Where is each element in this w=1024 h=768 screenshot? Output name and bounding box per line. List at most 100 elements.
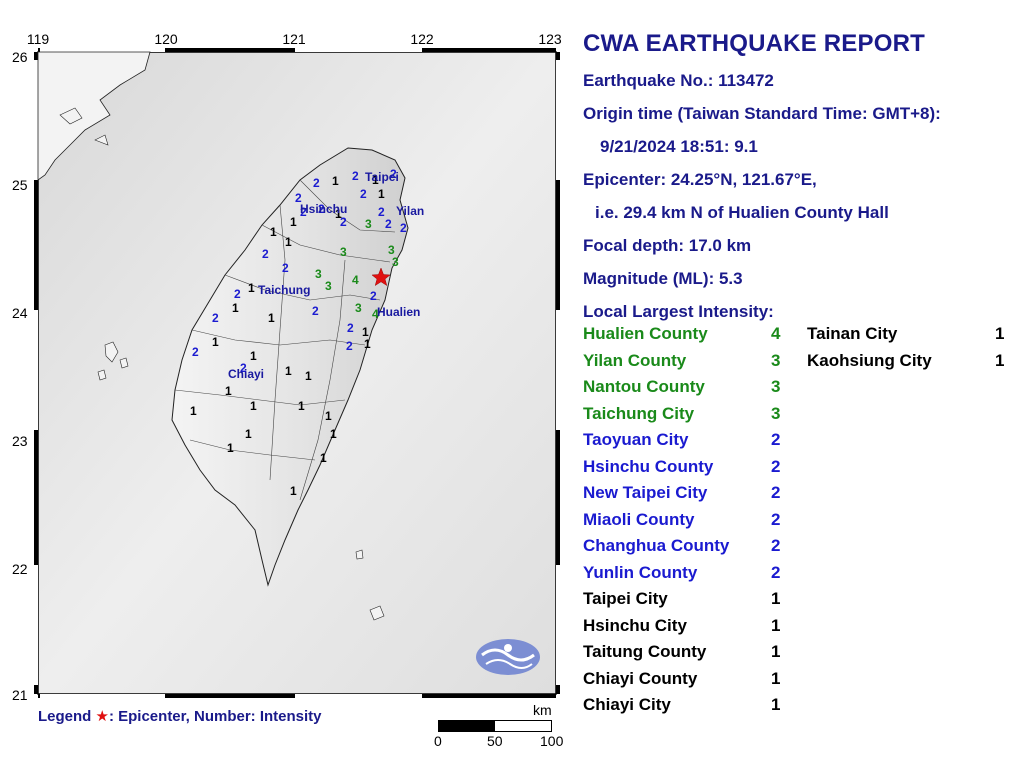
intensity-mark: 1: [227, 441, 234, 455]
report-panel: CWA EARTHQUAKE REPORT Earthquake No.: 11…: [583, 30, 1013, 328]
intensity-mark: 2: [312, 304, 319, 318]
intensity-value: 2: [771, 430, 781, 449]
scale-label-100: 100: [540, 733, 564, 749]
intensity-mark: 2: [385, 217, 392, 231]
intensity-mark: 4: [352, 273, 359, 287]
intensity-mark: 1: [290, 215, 297, 229]
region-name: Hsinchu City: [583, 615, 687, 635]
intensity-value: 2: [771, 483, 781, 502]
region-name: Chiayi County: [583, 668, 698, 688]
intensity-mark: 1: [330, 427, 337, 441]
region-name: New Taipei City: [583, 483, 708, 502]
city-label-hualien: Hualien: [377, 305, 420, 319]
intensity-mark: 1: [268, 311, 275, 325]
intensity-mark: 1: [248, 281, 255, 295]
intensity-mark: 1: [364, 337, 371, 351]
region-name: Yunlin County: [583, 562, 698, 582]
intensity-mark: 1: [285, 235, 292, 249]
intensity-value: 1: [771, 615, 781, 635]
intensity-mark: 1: [335, 207, 342, 221]
scale-label-0: 0: [434, 733, 442, 749]
intensity-mark: 1: [298, 399, 305, 413]
svg-text:24: 24: [12, 305, 28, 321]
intensity-mark: 1: [325, 409, 332, 423]
svg-text:120: 120: [154, 31, 178, 47]
intensity-mark: 2: [192, 345, 199, 359]
intensity-mark: 1: [250, 399, 257, 413]
intensity-value: 3: [771, 403, 781, 423]
intensity-header: Local Largest Intensity:: [583, 302, 774, 321]
latitude-axis: 26 25 24 23 22 21: [12, 49, 28, 700]
intensity-mark: 2: [212, 311, 219, 325]
intensity-value: 3: [771, 350, 781, 370]
legend-text: : Epicenter, Number: Intensity: [108, 708, 322, 725]
intensity-mark: 2: [234, 287, 241, 301]
intensity-mark: 1: [250, 349, 257, 363]
svg-text:123: 123: [538, 31, 562, 47]
intensity-mark: 1: [190, 404, 197, 418]
intensity-mark: 1: [232, 301, 239, 315]
city-label-chiayi: Chiayi: [228, 367, 264, 381]
epicenter-star-icon: [371, 267, 391, 287]
intensity-mark: 1: [332, 174, 339, 188]
intensity-mark: 3: [325, 279, 332, 293]
epicenter-coords: Epicenter: 24.25°N, 121.67°E,: [583, 170, 817, 189]
city-label-yilan: Yilan: [396, 204, 424, 218]
svg-text:119: 119: [27, 31, 50, 47]
city-label-taipei: Taipei: [365, 170, 399, 184]
city-label-taichung: Taichung: [258, 283, 310, 297]
earthquake-number: Earthquake No.: 113472: [583, 71, 774, 90]
intensity-mark: 1: [285, 364, 292, 378]
intensity-mark: 2: [300, 205, 307, 219]
svg-text:22: 22: [12, 561, 28, 577]
scale-unit: km: [533, 702, 552, 718]
intensity-mark: 2: [240, 361, 247, 375]
intensity-mark: 2: [346, 339, 353, 353]
intensity-value: 4: [771, 324, 781, 343]
intensity-value: 1: [995, 324, 1005, 343]
region-name: Chiayi City: [583, 695, 671, 714]
intensity-mark: 3: [392, 255, 399, 269]
region-name: Hsinchu County: [583, 456, 714, 476]
report-title: CWA EARTHQUAKE REPORT: [583, 30, 925, 57]
intensity-value: 1: [771, 642, 781, 661]
intensity-value: 1: [995, 350, 1005, 370]
focal-depth: Focal depth: 17.0 km: [583, 236, 752, 255]
intensity-mark: 1: [245, 427, 252, 441]
intensity-value: 2: [771, 562, 781, 582]
region-name: Hualien County: [583, 324, 708, 343]
intensity-mark: 1: [290, 484, 297, 498]
intensity-mark: 3: [355, 301, 362, 315]
intensity-mark: 3: [388, 243, 395, 257]
legend-star-icon: ★: [95, 708, 109, 725]
region-name: Yilan County: [583, 350, 687, 370]
svg-text:26: 26: [12, 49, 28, 65]
svg-text:122: 122: [410, 31, 434, 47]
intensity-value: 1: [771, 589, 781, 608]
svg-text:25: 25: [12, 177, 28, 193]
intensity-mark: 1: [320, 451, 327, 465]
svg-text:23: 23: [12, 433, 28, 449]
intensity-mark: 2: [340, 215, 347, 229]
intensity-mark: 2: [282, 261, 289, 275]
cwa-logo-icon: [476, 639, 540, 675]
intensity-value: 2: [771, 509, 781, 529]
intensity-value: 1: [771, 668, 781, 688]
intensity-mark: 2: [352, 169, 359, 183]
scale-bar: [438, 720, 552, 732]
intensity-mark: 1: [362, 325, 369, 339]
intensity-mark: 2: [370, 289, 377, 303]
region-name: Taipei City: [583, 589, 668, 608]
intensity-mark: 2: [318, 202, 325, 216]
epicenter-description: i.e. 29.4 km N of Hualien County Hall: [595, 203, 889, 222]
region-name: Taitung County: [583, 642, 707, 661]
region-name: Nantou County: [583, 377, 705, 396]
origin-time-label: Origin time (Taiwan Standard Time: GMT+8…: [583, 104, 941, 123]
intensity-value: 2: [771, 456, 781, 476]
intensity-mark: 2: [347, 321, 354, 335]
region-name: Miaoli County: [583, 509, 695, 529]
svg-text:121: 121: [282, 31, 306, 47]
map-legend: Legend ★: Epicenter, Number: Intensity: [38, 707, 322, 725]
